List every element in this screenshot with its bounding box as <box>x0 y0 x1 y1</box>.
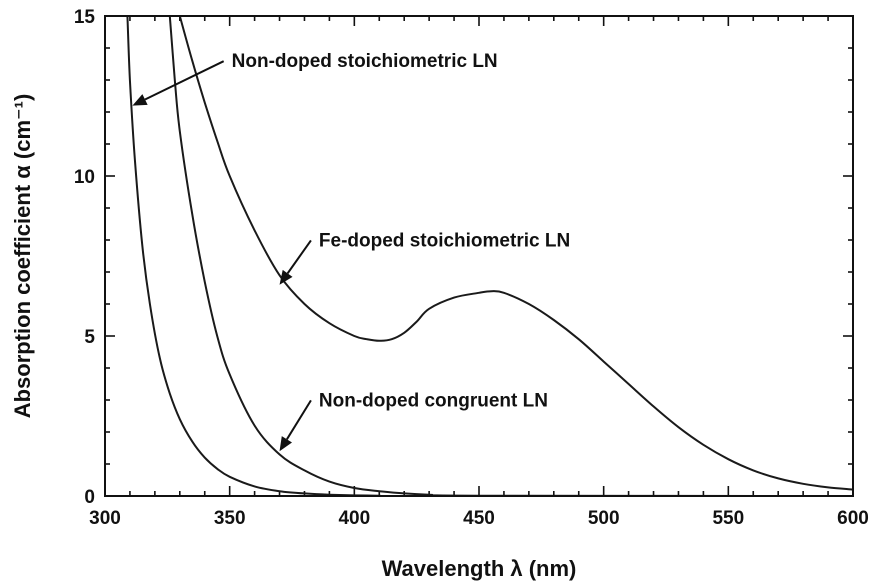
y-axis-label: Absorption coefficient α (cm⁻¹) <box>10 94 35 419</box>
x-tick-label: 550 <box>712 508 744 529</box>
annotation-arrow <box>286 399 312 440</box>
x-tick-label: 500 <box>588 508 620 529</box>
y-tick-label: 10 <box>74 167 95 188</box>
annotation-arrow <box>286 239 312 274</box>
annotation-label: Fe-doped stoichiometric LN <box>319 230 570 251</box>
annotation-label: Non-doped congruent LN <box>319 390 548 411</box>
x-tick-label: 300 <box>89 508 121 529</box>
y-tick-labels: 0 5 10 15 <box>74 7 96 508</box>
annotation-arrowhead <box>132 94 148 106</box>
annotation-label: Non-doped stoichiometric LN <box>232 51 498 72</box>
x-tick-label: 450 <box>463 508 495 529</box>
series-line-non-doped-stoichiometric-ln <box>126 15 854 498</box>
plot-frame <box>104 15 854 497</box>
x-axis-label: Wavelength λ (nm) <box>382 556 577 581</box>
y-tick-label: 0 <box>84 487 95 508</box>
series-line-fe-doped-stoichiometric-ln <box>178 15 854 491</box>
x-tick-label: 350 <box>214 508 246 529</box>
x-tick-labels: 300 350 400 450 500 550 600 <box>89 508 869 529</box>
y-tick-label: 15 <box>74 7 96 28</box>
annotation-arrow <box>144 60 225 101</box>
annotations: Non-doped stoichiometric LN Fe-doped stoi… <box>132 51 570 452</box>
annotation-arrowhead <box>279 269 293 285</box>
curves <box>126 15 854 498</box>
x-tick-label: 400 <box>338 508 370 529</box>
series-line-non-doped-congruent-ln <box>168 15 854 497</box>
annotation-arrowhead <box>279 436 292 452</box>
x-tick-label: 600 <box>837 508 869 529</box>
y-tick-label: 5 <box>84 327 95 348</box>
axis-ticks <box>104 15 854 497</box>
